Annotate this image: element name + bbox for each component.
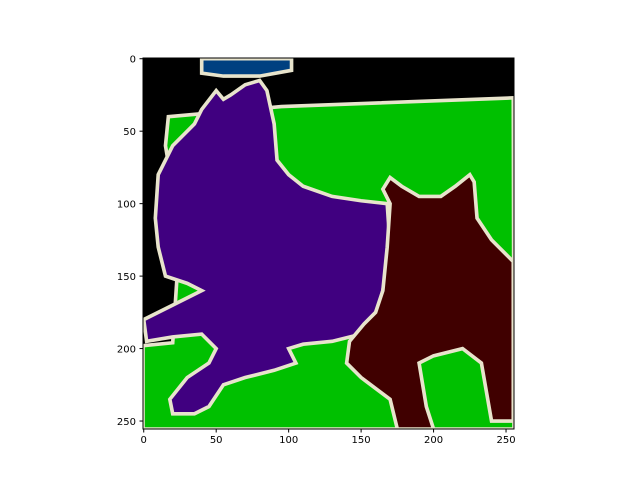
maroon-cat-region bbox=[344, 171, 514, 429]
y-tick-label: 50 bbox=[123, 127, 136, 138]
x-tick-label: 250 bbox=[496, 435, 515, 446]
y-tick-label: 100 bbox=[117, 200, 136, 211]
y-tick-label: 0 bbox=[130, 55, 136, 66]
segmentation-image bbox=[143, 58, 514, 429]
blue-region bbox=[199, 58, 294, 78]
x-tick-label: 50 bbox=[210, 435, 223, 446]
y-tick-label: 250 bbox=[117, 417, 136, 428]
y-tick-label: 150 bbox=[117, 272, 136, 283]
x-tick-label: 0 bbox=[141, 435, 147, 446]
x-tick-label: 100 bbox=[279, 435, 298, 446]
axes-frame bbox=[142, 57, 515, 430]
x-tick-label: 200 bbox=[424, 435, 443, 446]
y-tick-label: 200 bbox=[117, 345, 136, 356]
purple-cat-region bbox=[143, 78, 392, 416]
x-tick-label: 150 bbox=[352, 435, 371, 446]
